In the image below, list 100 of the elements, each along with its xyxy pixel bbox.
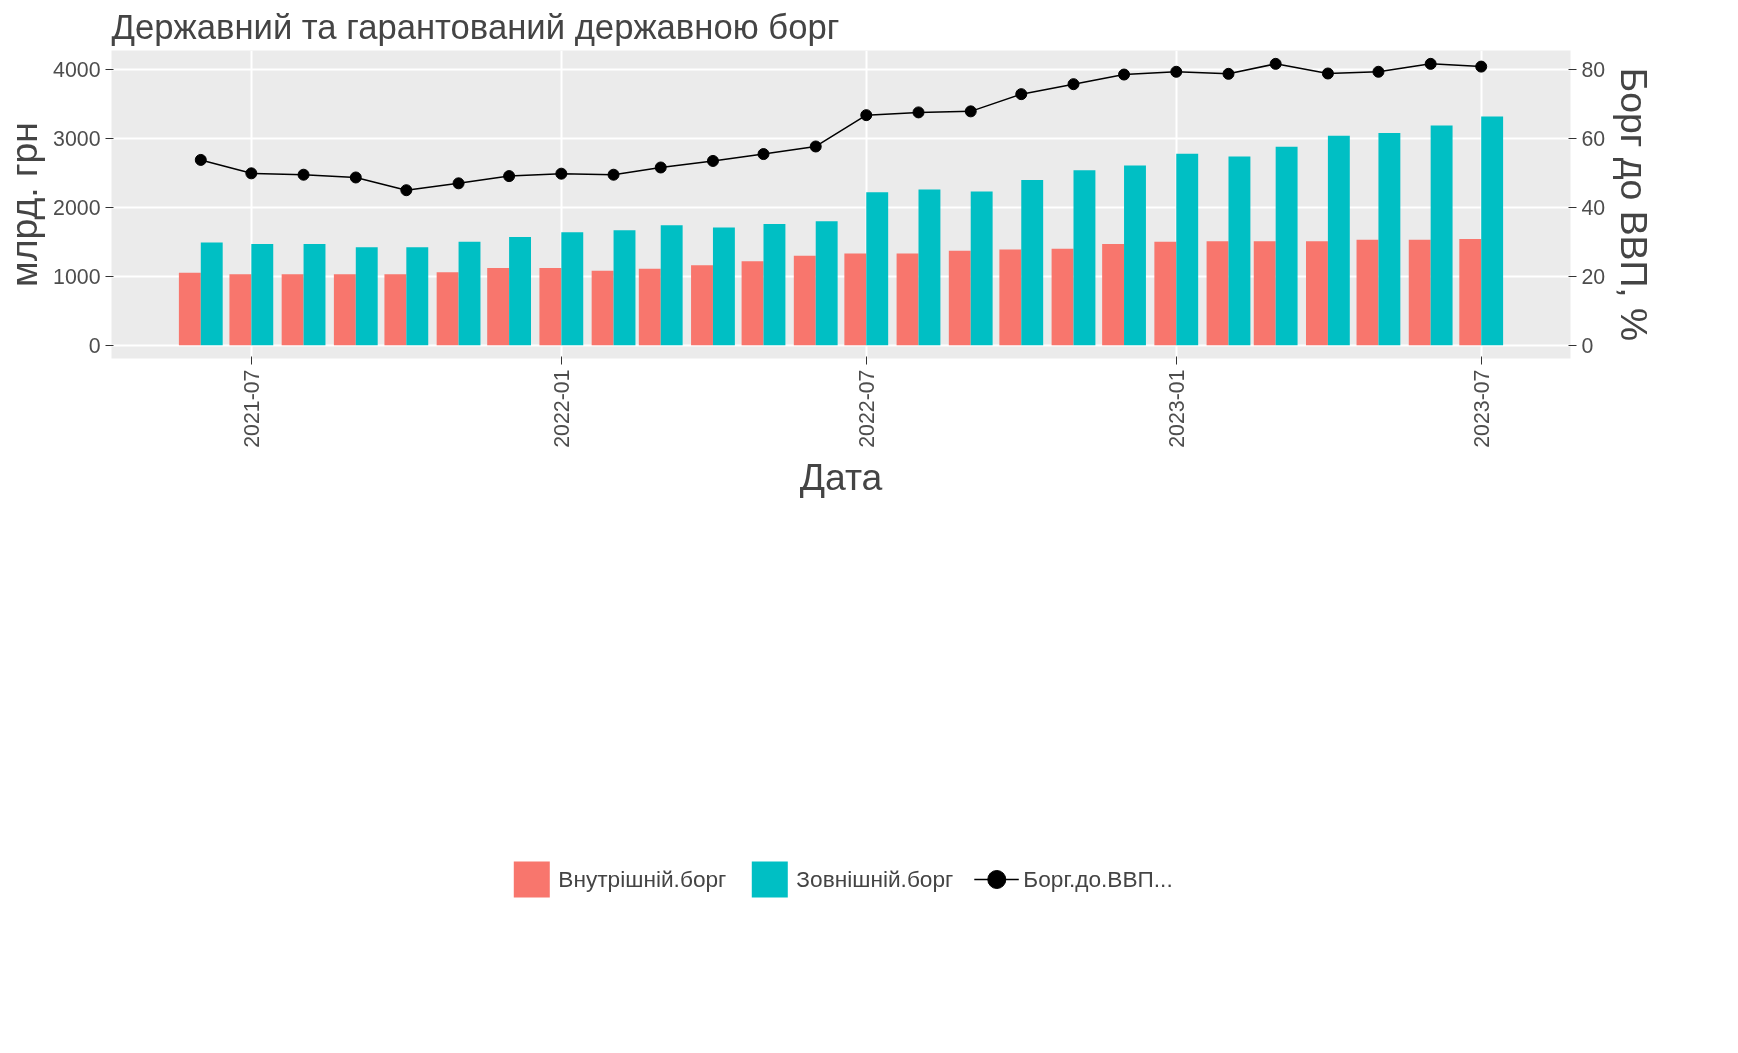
y-tick-label: 1000 [53,264,101,289]
point [1222,67,1235,80]
bar [178,272,201,346]
bar [638,268,661,346]
x-axis-title: Дата [799,455,883,498]
point [349,171,362,184]
bar [1275,146,1298,346]
y2-tick-label: 60 [1581,127,1606,152]
bar [333,274,356,346]
y-tick-label: 0 [88,333,101,358]
point [1269,57,1282,70]
point [706,154,719,167]
bar [1124,165,1146,346]
point [555,167,568,180]
bar [844,253,867,346]
x-tick-label: 2022-07 [854,369,879,448]
point [860,109,873,122]
bar [1378,133,1401,346]
y2-tick-label: 80 [1581,58,1606,83]
bar [712,227,735,346]
point [964,105,977,118]
bar [999,249,1022,346]
y2-tick-label: 40 [1581,195,1606,220]
y-tick-label: 4000 [53,58,101,83]
bar [1021,179,1044,346]
point [912,106,925,119]
x-tick-label: 2022-01 [549,369,574,448]
x-tick-label: 2021-07 [239,369,264,448]
point [654,161,667,174]
bar [539,268,562,346]
y2-tick-label: 20 [1581,264,1606,289]
bar [1228,156,1251,346]
y-tick-label: 3000 [53,127,101,152]
bar [436,272,459,346]
legend-label: Внутрішній.борг [558,865,727,893]
bar [896,253,919,346]
point [297,168,310,181]
bar [815,221,838,346]
chart-title: Державний та гарантований державною борг [111,7,840,46]
point [1118,68,1131,81]
bar [355,247,378,346]
bar [1051,248,1074,346]
y-axis-title: млрд. грн [3,122,46,287]
bar [866,192,889,346]
point [1067,78,1080,91]
bar [229,274,252,346]
bar [1206,241,1229,346]
bar [1154,241,1177,346]
point [1170,65,1183,78]
bar [1327,135,1350,346]
bar [793,255,816,346]
bar [970,191,993,346]
y2-tick-label: 0 [1581,333,1594,358]
point [1015,88,1028,101]
bar [458,241,481,346]
point [245,167,258,180]
point [400,184,413,197]
point [757,148,770,161]
bar [741,261,764,346]
legend-label: Зовнішній.борг [796,865,954,893]
bar [200,242,223,346]
bar [303,243,326,346]
bar [1176,153,1199,346]
bar [487,268,510,346]
bar [251,243,274,346]
x-tick-label: 2023-01 [1164,369,1189,448]
bar [1305,241,1328,346]
y-tick-label: 2000 [53,195,101,220]
bar [1459,239,1482,346]
bar [591,270,614,346]
bar [281,274,304,346]
bar [1481,116,1504,346]
point [1475,60,1488,73]
bar [660,225,683,346]
y2-axis-title: Борг до ВВП, % [1613,67,1656,342]
x-tick-label: 2023-07 [1469,369,1494,448]
bar [1430,125,1453,346]
bar [561,232,584,346]
point [452,177,465,190]
bar [613,230,636,346]
point [1372,65,1385,78]
point [503,170,516,183]
point [1321,67,1334,80]
bar [509,237,531,346]
bar [406,247,429,346]
bar [1408,239,1431,346]
bar [918,189,941,346]
bar [384,274,407,346]
bar [1253,241,1276,346]
bar [1102,243,1125,346]
point [194,153,207,166]
point [1424,57,1437,70]
bar [763,223,786,346]
point [809,140,822,153]
legend-label: Борг.до.ВВП... [1023,865,1173,893]
point [607,168,620,181]
bar [948,250,971,346]
bar [1356,239,1379,346]
bar [1073,170,1096,346]
bar [691,265,713,346]
